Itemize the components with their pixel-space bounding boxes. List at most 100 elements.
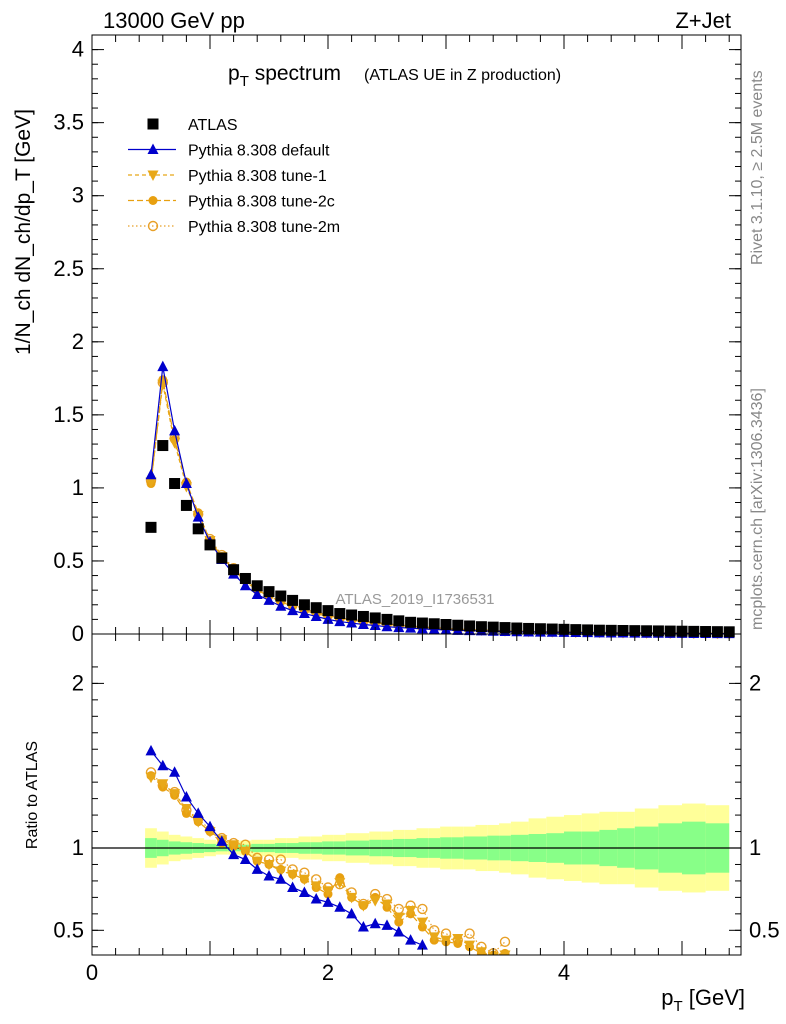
ratio-data-point: [287, 869, 299, 881]
data-point: [275, 600, 287, 611]
ratio-data-point: [157, 779, 169, 790]
ratio-data-point: [416, 939, 428, 950]
ratio-data-point: [298, 886, 310, 897]
data-point: [251, 580, 263, 592]
data-point: [251, 588, 263, 600]
ratio-series-group: [145, 744, 511, 955]
data-point: [169, 478, 181, 490]
ratio-data-point: [216, 835, 228, 846]
ratio-data-point: [464, 940, 476, 952]
data-point: [369, 612, 381, 624]
legend-marker: [147, 170, 159, 181]
ratio-y-tick-label-right: 0.5: [749, 917, 780, 942]
data-point: [322, 605, 334, 617]
data-point: [369, 619, 381, 631]
ratio-series-pythia-8-308-default: [145, 744, 428, 950]
main-title: pT spectrum: [228, 62, 341, 90]
data-point: [169, 424, 181, 436]
main-y-ticks: 0 0.5 1 1.5 2 2.5 3 3.5 4: [53, 37, 741, 646]
x-tick-label: 0: [86, 960, 98, 985]
title-sub: T: [240, 73, 249, 90]
ratio-data-point: [169, 789, 181, 800]
legend-entry: ATLAS: [147, 117, 238, 134]
analysis-watermark: ATLAS_2019_I1736531: [335, 591, 494, 608]
ratio-y-tick-label-right: 1: [749, 835, 761, 860]
ratio-data-point: [169, 766, 181, 777]
ratio-data-point: [416, 917, 428, 929]
data-point: [228, 564, 240, 576]
data-point: [452, 619, 464, 631]
main-y-tick-label: 1: [72, 475, 84, 500]
data-point: [405, 616, 417, 628]
title-p: p: [228, 62, 240, 85]
ratio-data-point: [428, 932, 440, 943]
ratio-data-point: [499, 936, 511, 948]
legend-marker: [147, 220, 159, 232]
data-point: [322, 613, 334, 624]
data-point: [216, 552, 228, 564]
ratio-data-point: [298, 874, 310, 886]
data-point: [310, 602, 322, 614]
legend-marker: [148, 196, 158, 205]
data-point: [157, 440, 169, 452]
data-point: [393, 615, 405, 627]
legend-entry: Pythia 8.308 tune-2c: [128, 194, 335, 211]
ratio-frame: [91, 633, 742, 956]
data-point: [334, 608, 346, 620]
header-process-label: Z+Jet: [675, 8, 731, 33]
ratio-data-point: [346, 892, 358, 904]
legend-label: Pythia 8.308 tune-2m: [188, 219, 340, 236]
legend-entry: Pythia 8.308 default: [128, 143, 330, 160]
ratio-data-point: [251, 856, 263, 868]
ratio-data-point: [393, 912, 405, 924]
main-panel: 0 0.5 1 1.5 2 2.5 3 3.5 4 ATLAS_2019_I1736531 pT…: [12, 34, 742, 646]
legend: ATLAS Pythia 8.308 default Pythia 8.308 tu…: [128, 117, 340, 236]
ratio-data-point: [405, 934, 417, 945]
ratio-data-point: [180, 790, 192, 802]
ratio-data-point: [239, 853, 251, 865]
main-y-tick-label: 2: [72, 329, 84, 354]
ratio-data-point: [192, 807, 204, 818]
ratio-data-point: [275, 866, 287, 878]
data-point: [617, 624, 629, 636]
data-point: [641, 625, 653, 637]
data-point: [180, 499, 192, 511]
data-point: [357, 610, 369, 622]
legend-entry: Pythia 8.308 tune-1: [128, 168, 327, 185]
main-y-tick-label: 4: [72, 37, 84, 62]
data-point: [664, 625, 676, 637]
ratio-data-point: [310, 893, 322, 904]
data-point: [157, 360, 169, 372]
ratio-data-point: [204, 820, 216, 832]
data-point: [688, 625, 700, 637]
data-point: [239, 579, 251, 591]
ratio-data-point: [357, 921, 369, 932]
ratio-data-point: [275, 854, 286, 865]
data-point: [499, 622, 511, 634]
x-tick-label: 4: [558, 960, 570, 985]
data-point: [298, 599, 310, 611]
legend-label: Pythia 8.308 tune-1: [188, 168, 327, 185]
ratio-data-point: [369, 896, 381, 907]
ratio-data-point: [239, 846, 251, 858]
ratio-data-point: [192, 817, 204, 828]
data-point: [523, 622, 535, 634]
ratio-data-point: [157, 759, 169, 771]
ratio-y-tick-label: 2: [72, 670, 84, 695]
data-point: [475, 621, 487, 633]
data-point: [334, 615, 346, 627]
series-line: [150, 384, 730, 634]
data-point: [204, 539, 216, 551]
ratio-y-ticks: 0.5 0.5 1 1 2 2: [53, 666, 780, 948]
ratio-data-point: [322, 896, 334, 907]
data-point: [546, 623, 558, 635]
main-title-note: (ATLAS UE in Z production): [364, 67, 561, 84]
ratio-data-point: [287, 881, 299, 893]
ratio-data-point: [499, 950, 511, 955]
ratio-data-point: [346, 907, 358, 919]
ratio-data-point: [475, 947, 487, 955]
title-rest: spectrum: [249, 62, 341, 85]
data-point: [263, 586, 275, 598]
data-point: [428, 618, 440, 630]
